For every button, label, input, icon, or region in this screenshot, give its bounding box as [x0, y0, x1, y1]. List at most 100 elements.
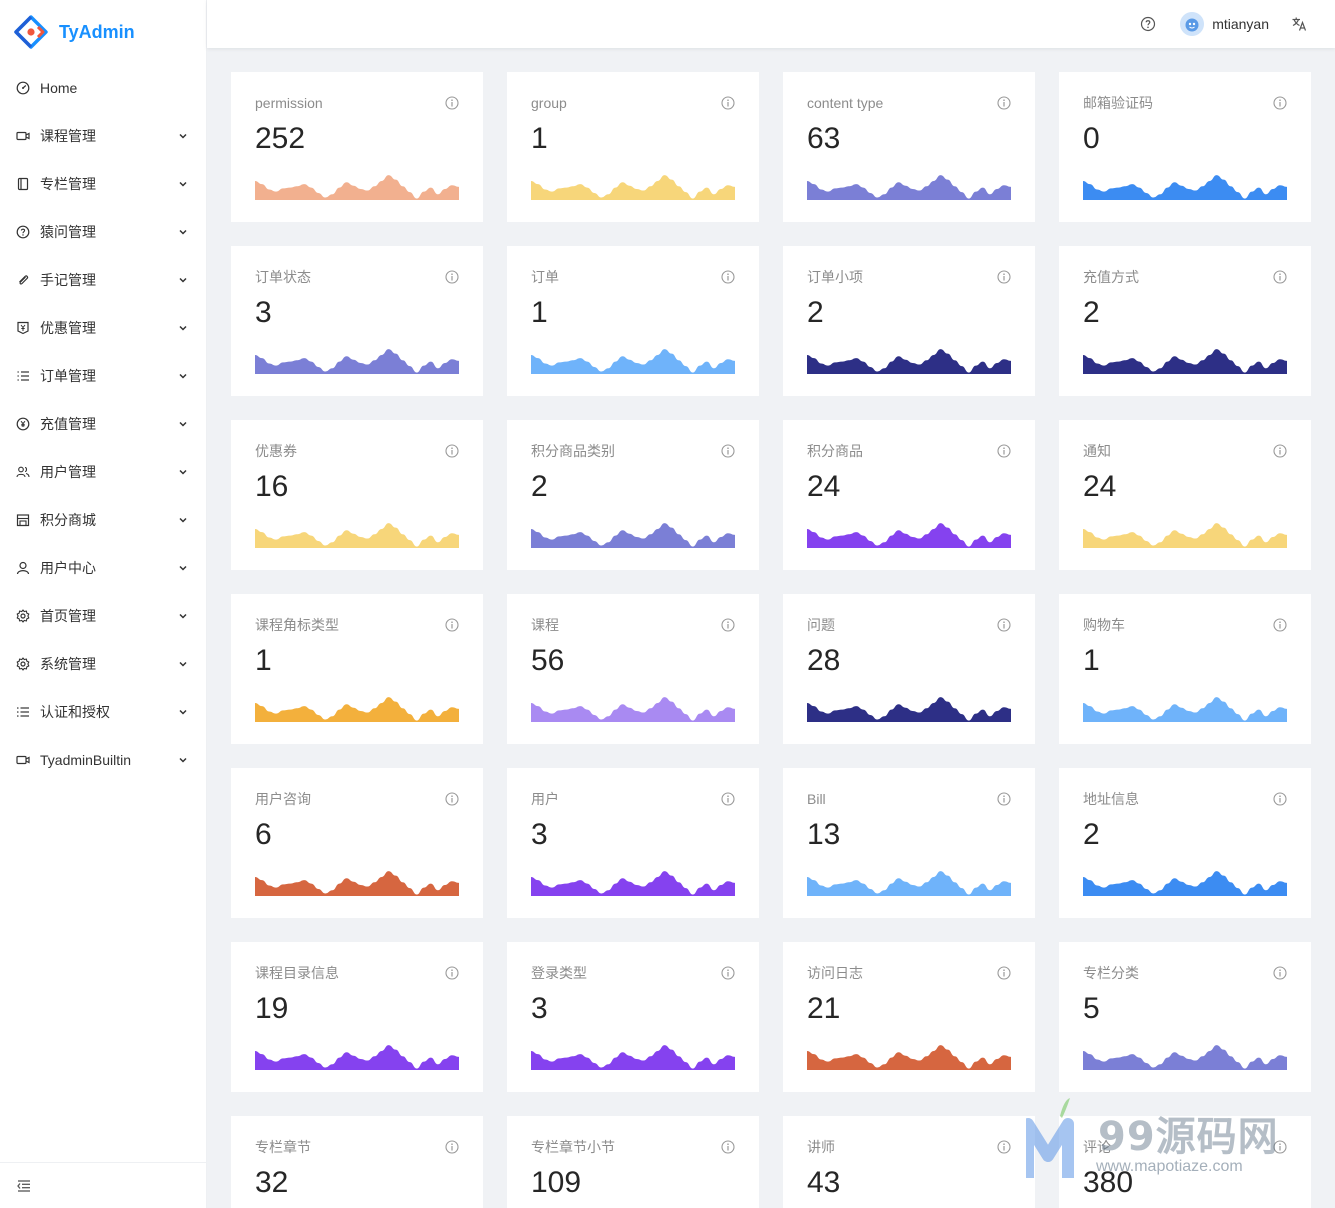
info-circle-icon[interactable]	[721, 270, 735, 284]
stat-card-title: 问题	[807, 617, 835, 633]
stat-card: group 1	[507, 72, 759, 222]
info-circle-icon[interactable]	[721, 444, 735, 458]
info-circle-icon[interactable]	[997, 1140, 1011, 1154]
sidebar-item-2[interactable]: 专栏管理	[0, 160, 206, 208]
sidebar-item-3[interactable]: 猿问管理	[0, 208, 206, 256]
language-switch-button[interactable]	[1291, 16, 1307, 32]
mini-area-chart	[807, 349, 1011, 374]
info-circle-icon[interactable]	[445, 270, 459, 284]
chevron-down-icon	[178, 371, 188, 381]
stat-card-value: 5	[1083, 992, 1100, 1025]
mini-area-fill	[1083, 697, 1287, 722]
info-circle-icon[interactable]	[721, 966, 735, 980]
sidebar-item-label: 充值管理	[40, 416, 96, 432]
info-circle-icon[interactable]	[721, 96, 735, 110]
info-circle-icon[interactable]	[997, 618, 1011, 632]
book-icon	[16, 177, 30, 191]
info-circle-icon[interactable]	[1273, 96, 1287, 110]
stat-card: 课程 56	[507, 594, 759, 744]
sidebar-item-label: 猿问管理	[40, 224, 96, 240]
info-circle-icon[interactable]	[445, 792, 459, 806]
sidebar-item-9[interactable]: 积分商城	[0, 496, 206, 544]
sidebar-item-8[interactable]: 用户管理	[0, 448, 206, 496]
help-button[interactable]	[1140, 16, 1156, 32]
sidebar-item-10[interactable]: 用户中心	[0, 544, 206, 592]
stat-card: 通知 24	[1059, 420, 1311, 570]
info-circle-icon[interactable]	[997, 966, 1011, 980]
stat-card-title: 订单小项	[807, 269, 863, 285]
collapse-menu-button[interactable]	[0, 1162, 206, 1208]
chevron-down-icon	[178, 611, 188, 621]
info-circle-icon[interactable]	[1273, 792, 1287, 806]
mini-area-chart	[255, 697, 459, 722]
info-circle-icon[interactable]	[721, 792, 735, 806]
user-icon	[16, 561, 30, 575]
mini-area-fill	[1083, 1045, 1287, 1070]
mini-area-chart	[807, 175, 1011, 200]
chevron-down-icon	[178, 563, 188, 573]
sidebar-item-label: TyadminBuiltin	[40, 752, 132, 768]
stat-card: 用户 3	[507, 768, 759, 918]
info-circle-icon[interactable]	[445, 444, 459, 458]
info-circle-icon[interactable]	[721, 618, 735, 632]
sidebar-item-5[interactable]: 优惠管理	[0, 304, 206, 352]
sidebar-item-label: 用户中心	[40, 560, 96, 576]
info-circle-icon[interactable]	[721, 1140, 735, 1154]
sidebar-item-1[interactable]: 课程管理	[0, 112, 206, 160]
logo[interactable]: TyAdmin	[0, 0, 206, 64]
sidebar-item-7[interactable]: 充值管理	[0, 400, 206, 448]
info-circle-icon[interactable]	[1273, 444, 1287, 458]
mini-area-chart	[1083, 175, 1287, 200]
info-circle-icon[interactable]	[997, 792, 1011, 806]
stat-card-title: 购物车	[1083, 617, 1125, 633]
sidebar-item-12[interactable]: 系统管理	[0, 640, 206, 688]
info-circle-icon[interactable]	[997, 270, 1011, 284]
mini-area-fill	[807, 1045, 1011, 1070]
mini-area-chart	[255, 1045, 459, 1070]
sidebar-item-label: 积分商城	[40, 512, 96, 528]
info-circle-icon[interactable]	[1273, 270, 1287, 284]
sidebar-item-6[interactable]: 订单管理	[0, 352, 206, 400]
stat-card-value: 3	[255, 296, 272, 329]
shop-icon	[16, 513, 30, 527]
mini-area-fill	[531, 175, 735, 200]
sidebar-item-4[interactable]: 手记管理	[0, 256, 206, 304]
chevron-down-icon	[178, 515, 188, 525]
mini-area-fill	[531, 523, 735, 548]
info-circle-icon[interactable]	[1273, 966, 1287, 980]
mini-area-chart	[531, 349, 735, 374]
sidebar-item-14[interactable]: TyadminBuiltin	[0, 736, 206, 784]
stat-card-value: 32	[255, 1166, 289, 1199]
info-circle-icon[interactable]	[997, 96, 1011, 110]
sidebar-item-11[interactable]: 首页管理	[0, 592, 206, 640]
stat-card-title: 订单状态	[255, 269, 311, 285]
mini-area-fill	[807, 697, 1011, 722]
stat-card-title: 优惠券	[255, 443, 297, 459]
user-menu[interactable]: mtianyan	[1180, 12, 1269, 36]
mini-area-fill	[531, 697, 735, 722]
stat-card-title: 用户	[531, 791, 559, 807]
stat-card-value: 1	[255, 644, 272, 677]
sidebar-item-0[interactable]: Home	[0, 64, 206, 112]
stat-card: 用户咨询 6	[231, 768, 483, 918]
info-circle-icon[interactable]	[1273, 618, 1287, 632]
stat-card-title: 订单	[531, 269, 559, 285]
stat-card-title: permission	[255, 95, 323, 111]
stat-card-value: 6	[255, 818, 272, 851]
info-circle-icon[interactable]	[1273, 1140, 1287, 1154]
stat-card: 讲师 43	[783, 1116, 1035, 1208]
mini-area-chart	[531, 523, 735, 548]
info-circle-icon[interactable]	[445, 966, 459, 980]
sidebar-item-13[interactable]: 认证和授权	[0, 688, 206, 736]
stat-card-title: 用户咨询	[255, 791, 311, 807]
stat-card: 访问日志 21	[783, 942, 1035, 1092]
info-circle-icon[interactable]	[445, 618, 459, 632]
info-circle-icon[interactable]	[445, 1140, 459, 1154]
info-circle-icon[interactable]	[445, 96, 459, 110]
stat-card-title: Bill	[807, 791, 826, 807]
stat-card: 订单状态 3	[231, 246, 483, 396]
info-circle-icon[interactable]	[997, 444, 1011, 458]
stat-card-title: group	[531, 95, 567, 111]
mini-area-fill	[255, 697, 459, 722]
mini-area-chart	[1083, 1045, 1287, 1070]
